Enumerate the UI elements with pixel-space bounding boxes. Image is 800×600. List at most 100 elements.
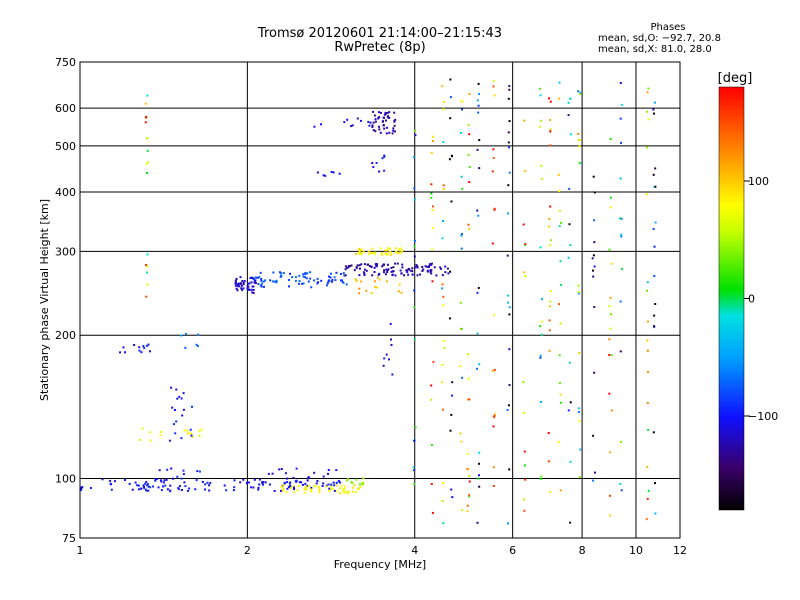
- echo-point: [460, 233, 463, 235]
- echo-point: [359, 267, 361, 270]
- echo-point: [343, 121, 346, 124]
- echo-point: [159, 434, 162, 437]
- echo-point: [592, 275, 595, 278]
- echo-point: [149, 431, 151, 434]
- echo-point: [344, 491, 347, 494]
- echo-point: [653, 245, 656, 248]
- echo-point: [346, 479, 348, 482]
- echo-point: [305, 488, 308, 491]
- echo-point: [293, 491, 296, 494]
- echo-point: [138, 346, 141, 349]
- echo-point: [239, 481, 242, 484]
- echo-point: [362, 477, 365, 480]
- echo-point: [388, 247, 391, 250]
- echo-point: [592, 254, 595, 257]
- echo-point: [184, 485, 187, 488]
- echo-point: [146, 253, 149, 256]
- echo-point: [289, 272, 291, 275]
- echo-point: [252, 288, 255, 291]
- echo-point: [392, 127, 395, 130]
- echo-point: [174, 409, 176, 411]
- echo-point: [441, 274, 444, 277]
- echo-point: [620, 141, 622, 144]
- y-tick-label: 100: [55, 473, 76, 486]
- echo-point: [179, 334, 182, 337]
- echo-point: [559, 393, 562, 396]
- echo-point: [413, 245, 416, 248]
- echo-point: [208, 489, 211, 492]
- echo-point: [292, 486, 295, 489]
- echo-point: [541, 177, 544, 180]
- echo-point: [401, 266, 404, 269]
- echo-point: [647, 489, 650, 492]
- echo-point: [548, 319, 551, 322]
- echo-point: [325, 485, 328, 488]
- echo-point: [468, 166, 471, 168]
- echo-point: [391, 273, 394, 276]
- echo-point: [320, 279, 323, 282]
- echo-point: [460, 100, 463, 103]
- echo-point: [285, 491, 288, 494]
- echo-point: [374, 120, 377, 123]
- echo-point: [191, 405, 193, 408]
- echo-point: [441, 287, 444, 290]
- echo-point: [476, 332, 479, 335]
- echo-point: [646, 281, 649, 284]
- echo-point: [619, 82, 622, 84]
- echo-point: [195, 479, 198, 482]
- echo-point: [461, 376, 464, 379]
- echo-point: [393, 124, 396, 127]
- echo-point: [267, 472, 270, 475]
- echo-point: [492, 148, 495, 151]
- echo-point: [578, 420, 581, 423]
- echo-point: [491, 170, 494, 173]
- echo-point: [578, 352, 581, 355]
- echo-point: [333, 276, 336, 279]
- echo-point: [329, 276, 332, 279]
- echo-point: [383, 113, 386, 116]
- echo-point: [478, 462, 480, 465]
- echo-point: [332, 481, 335, 484]
- echo-point: [478, 167, 481, 170]
- echo-point: [653, 112, 655, 115]
- echo-point: [508, 348, 511, 351]
- echo-point: [225, 489, 228, 492]
- echo-point: [441, 500, 444, 502]
- echo-point: [144, 482, 147, 485]
- echo-point: [326, 284, 328, 287]
- echo-point: [122, 346, 125, 349]
- echo-point: [330, 272, 332, 275]
- colorbar-ticks: 100 0 −100: [744, 175, 778, 423]
- echo-point: [363, 268, 366, 271]
- echo-point: [416, 265, 419, 268]
- echo-point: [414, 129, 417, 132]
- echo-point: [339, 481, 342, 484]
- echo-point: [250, 486, 253, 489]
- echo-point: [152, 485, 154, 488]
- echo-point: [406, 271, 409, 273]
- echo-point: [292, 476, 295, 479]
- echo-point: [540, 298, 543, 301]
- echo-point: [608, 338, 611, 341]
- echo-point: [289, 481, 292, 484]
- echo-point: [460, 234, 463, 237]
- echo-point: [304, 276, 306, 279]
- echo-point: [610, 409, 613, 412]
- echo-point: [109, 479, 112, 482]
- echo-point: [413, 187, 416, 190]
- echo-point: [507, 131, 510, 134]
- echo-point: [399, 247, 402, 250]
- echo-point: [477, 82, 480, 85]
- echo-point: [439, 266, 442, 269]
- echo-point: [395, 247, 397, 250]
- echo-point: [242, 283, 245, 286]
- echo-point: [394, 118, 397, 121]
- echo-point: [522, 223, 525, 226]
- echo-point: [258, 478, 261, 481]
- echo-point: [145, 480, 148, 483]
- echo-point: [451, 496, 454, 499]
- echo-point: [523, 498, 525, 501]
- echo-point: [372, 129, 375, 132]
- echo-point: [652, 228, 655, 230]
- echo-point: [307, 477, 309, 480]
